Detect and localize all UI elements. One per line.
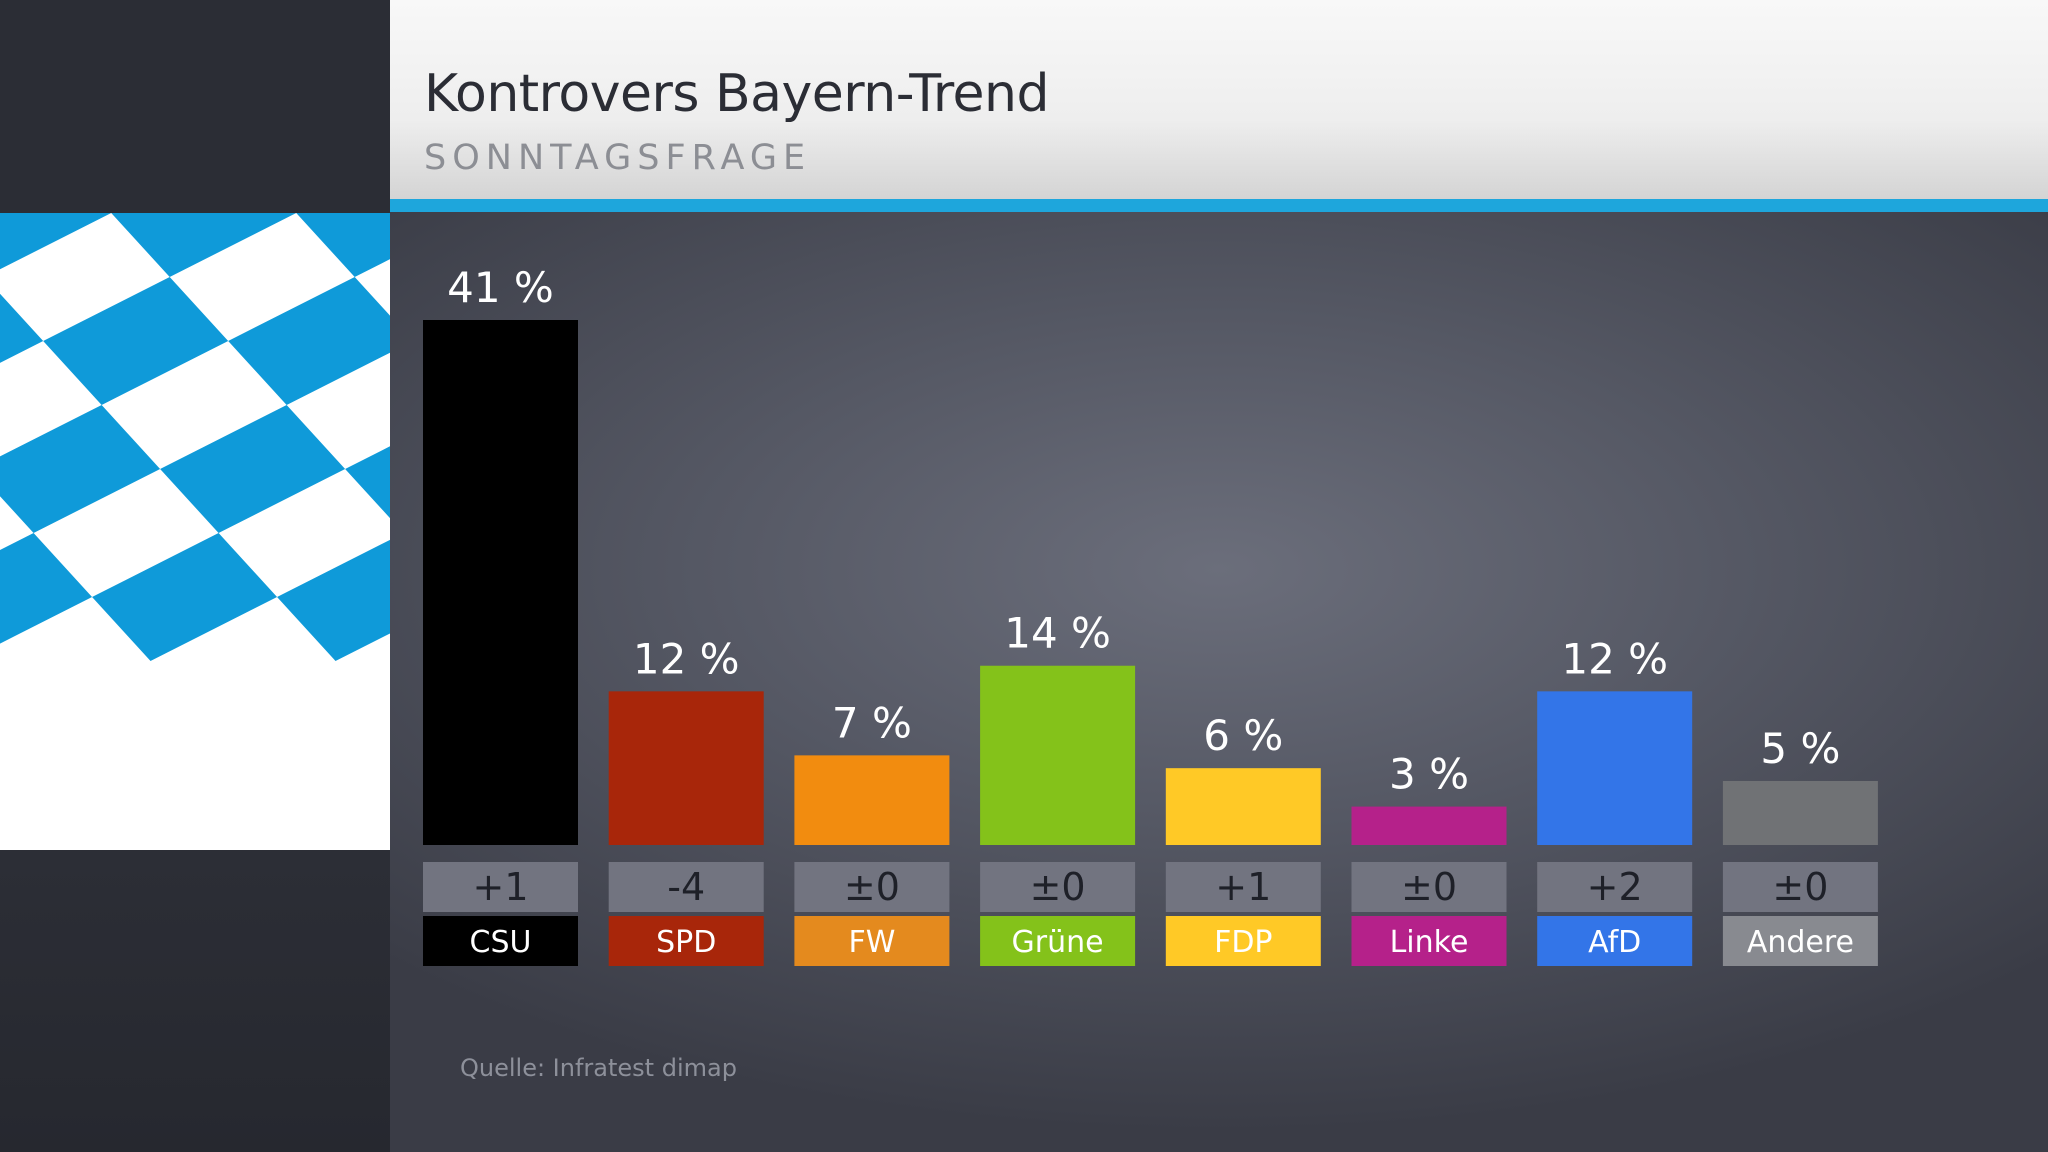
party-box (608, 916, 764, 966)
bar-grüne (980, 665, 1136, 845)
flag-lozenge (277, 533, 390, 661)
change-label: ±0 (1772, 865, 1828, 909)
bavarian-flag (0, 213, 390, 850)
bar-chart: 41 % +1 CSU 12 % -4 SPD 7 % ±0 FW 14 % ±0 Grüne 6 % +… (423, 263, 1878, 966)
change-box (1722, 862, 1878, 912)
change-box (1165, 862, 1321, 912)
party-label: Andere (1747, 925, 1854, 960)
page-subtitle: SONNTAGSFRAGE (424, 138, 812, 178)
change-box (980, 862, 1136, 912)
party-label: AfD (1588, 925, 1641, 960)
flag-lozenges (0, 213, 390, 661)
party-box (980, 916, 1136, 966)
bar-fdp (1165, 768, 1321, 845)
party-label: Grüne (1012, 925, 1104, 960)
bar-andere (1722, 780, 1878, 845)
page-title: Kontrovers Bayern-Trend (424, 64, 1050, 124)
bar-value-label: 6 % (1203, 711, 1283, 760)
change-box (423, 862, 578, 912)
bar-afd (1537, 691, 1693, 845)
party-label: Linke (1390, 925, 1469, 960)
source-note: Quelle: Infratest dimap (460, 1054, 737, 1082)
flag-lozenge (92, 533, 278, 661)
flag-lozenge (43, 277, 229, 405)
change-box (1351, 862, 1507, 912)
party-box (1165, 916, 1321, 966)
party-box (1722, 916, 1878, 966)
change-label: ±0 (844, 865, 900, 909)
change-label: ±0 (1401, 865, 1457, 909)
left-top-panel (0, 0, 390, 213)
change-box (1537, 862, 1693, 912)
bar-value-label: 12 % (633, 634, 740, 683)
bar-csu (423, 320, 578, 845)
change-label: -4 (667, 865, 705, 909)
flag-lozenge (0, 533, 93, 661)
change-box (608, 862, 764, 912)
bar-value-label: 41 % (447, 263, 554, 312)
party-label: SPD (656, 925, 716, 960)
bar-value-label: 5 % (1760, 724, 1840, 773)
left-bottom-panel (0, 850, 390, 1152)
party-box (1351, 916, 1507, 966)
bar-linke (1351, 806, 1507, 845)
party-box (423, 916, 578, 966)
flag-lozenge (160, 405, 346, 533)
bar-value-label: 12 % (1561, 634, 1668, 683)
bar-value-label: 7 % (832, 698, 912, 747)
bar-value-label: 3 % (1389, 750, 1469, 799)
header (390, 0, 2048, 199)
flag-lozenge (0, 405, 161, 533)
party-label: FDP (1214, 925, 1272, 960)
flag-lozenge (296, 213, 390, 277)
change-label: ±0 (1030, 865, 1086, 909)
party-label: CSU (470, 925, 532, 960)
flag-lozenge (228, 277, 390, 405)
party-box (1537, 916, 1693, 966)
bavarian-flag-pattern (0, 213, 390, 661)
bar-spd (608, 691, 764, 845)
header-accent-line (390, 199, 2048, 212)
bar-fw (794, 755, 950, 845)
flag-lozenge (111, 213, 297, 277)
party-box (794, 916, 950, 966)
chart-panel: 41 % +1 CSU 12 % -4 SPD 7 % ±0 FW 14 % ±0 Grüne 6 % +… (390, 212, 2048, 1152)
change-label: +2 (1587, 865, 1643, 909)
change-label: +1 (472, 865, 528, 909)
change-box (794, 862, 950, 912)
bar-value-label: 14 % (1004, 609, 1111, 658)
party-label: FW (848, 925, 895, 960)
change-label: +1 (1215, 865, 1271, 909)
